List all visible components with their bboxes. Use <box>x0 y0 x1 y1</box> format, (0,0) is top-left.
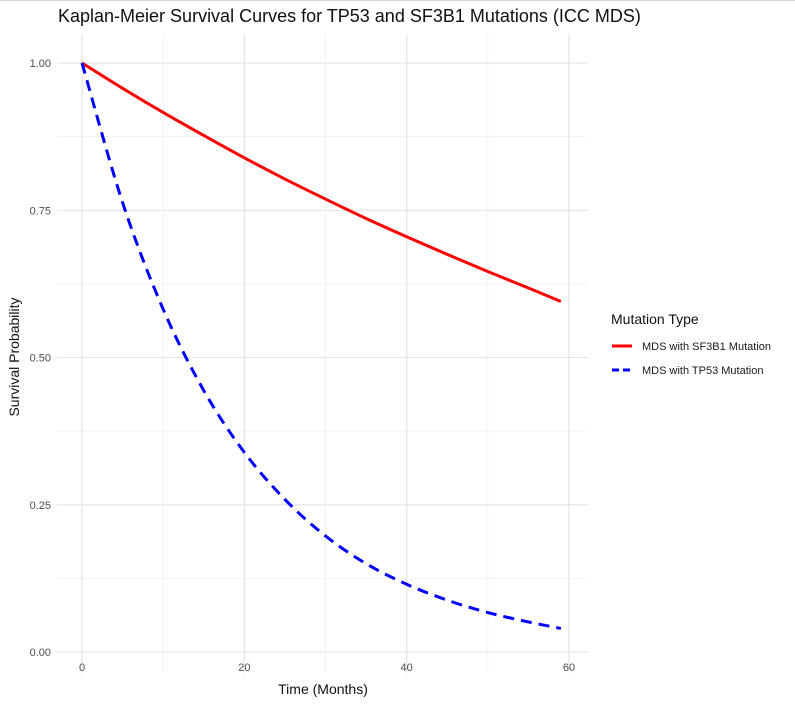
y-tick-label: 0.50 <box>30 353 51 365</box>
series-layer <box>80 61 562 630</box>
y-tick-label: 0.00 <box>30 647 51 659</box>
series-line-tp53 <box>80 62 562 630</box>
y-tick-label: 1.00 <box>30 58 51 70</box>
y-axis-title: Survival Probability <box>6 297 22 416</box>
series-line-sf3b1 <box>81 61 562 303</box>
legend-label-sf3b1: MDS with SF3B1 Mutation <box>642 341 771 353</box>
x-axis-title: Time (Months) <box>278 681 368 697</box>
tick-labels: 0 20 40 60 0.00 0.25 0.50 0.75 1.00 <box>30 58 576 674</box>
legend-title: Mutation Type <box>611 311 699 327</box>
grid-major <box>57 34 588 673</box>
x-tick-label: 60 <box>563 662 575 674</box>
top-border <box>0 0 795 1</box>
x-tick-label: 0 <box>79 662 85 674</box>
legend: Mutation Type MDS with SF3B1 Mutation MDS… <box>611 311 771 377</box>
chart-title: Kaplan-Meier Survival Curves for TP53 an… <box>58 6 641 26</box>
legend-label-tp53: MDS with TP53 Mutation <box>642 365 763 377</box>
y-tick-label: 0.25 <box>30 500 51 512</box>
y-tick-label: 0.75 <box>30 205 51 217</box>
x-tick-label: 40 <box>401 662 413 674</box>
x-tick-label: 20 <box>238 662 250 674</box>
grid-minor <box>57 34 588 673</box>
